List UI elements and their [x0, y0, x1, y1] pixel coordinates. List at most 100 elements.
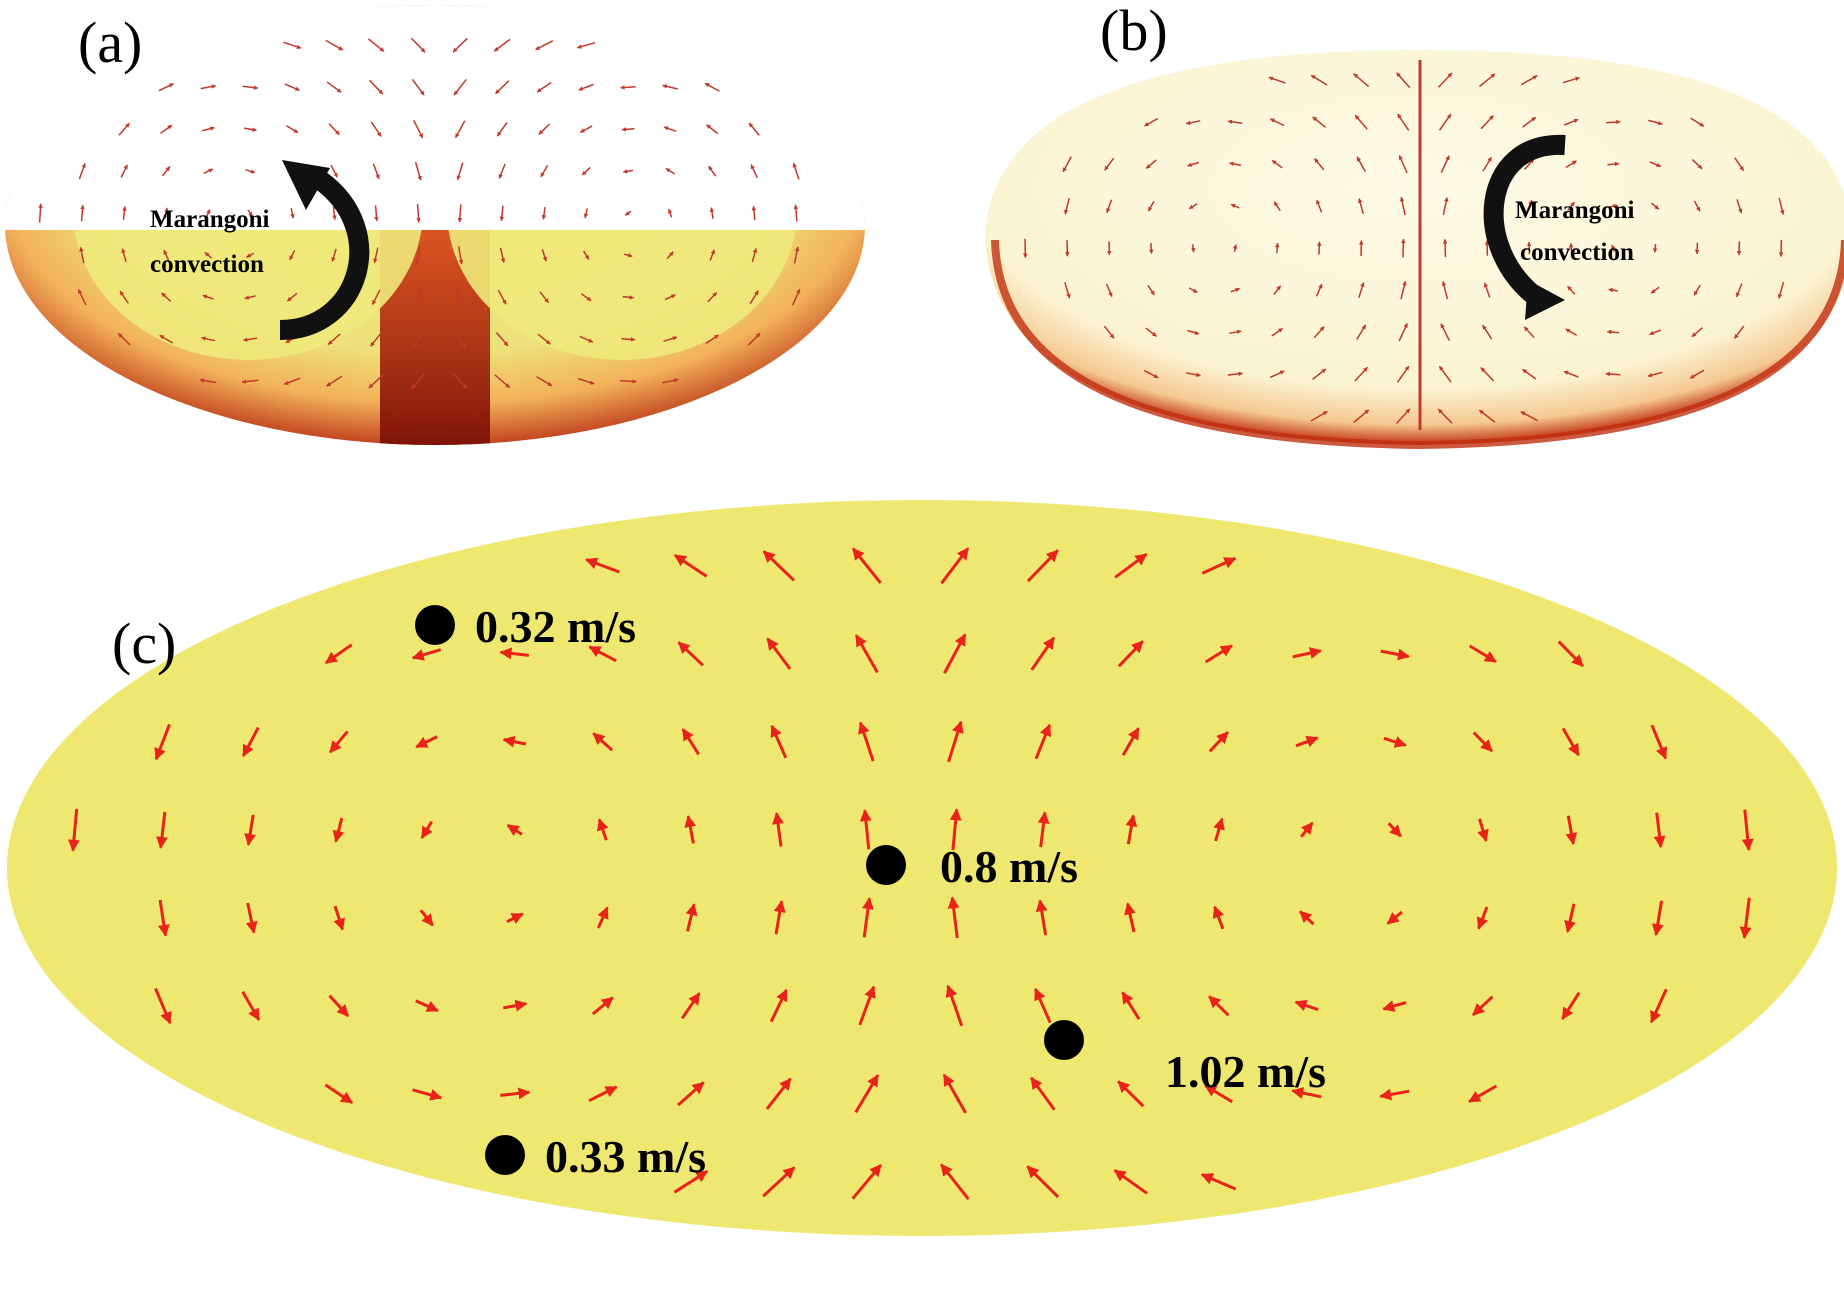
velocity-vector [1105, 283, 1113, 298]
velocity-vector [597, 818, 609, 841]
velocity-vector [286, 292, 298, 302]
velocity-vector [1736, 199, 1743, 214]
velocity-vector [1187, 329, 1200, 335]
velocity-vector [324, 643, 353, 665]
velocity-vector [1312, 368, 1327, 380]
velocity-vector [1438, 113, 1452, 131]
velocity-vector [1230, 287, 1241, 293]
velocity-vector [204, 251, 213, 259]
speed-label-center: 0.8 m/s [940, 841, 1078, 892]
velocity-vector [1777, 281, 1785, 299]
velocity-vector [1314, 158, 1325, 171]
velocity-vector [1741, 809, 1754, 852]
velocity-vector [1353, 73, 1370, 88]
velocity-vector [1124, 902, 1136, 933]
velocity-vector [1113, 1169, 1148, 1195]
velocity-vector [1230, 203, 1240, 209]
velocity-vector [245, 168, 256, 174]
velocity-vector [666, 251, 674, 260]
velocity-vector [241, 991, 261, 1021]
velocity-vector [1291, 1087, 1322, 1099]
velocity-vector [942, 1073, 967, 1114]
velocity-vector [945, 984, 964, 1027]
velocity-vector [620, 85, 636, 90]
velocity-vector [158, 83, 174, 92]
velocity-vector [1227, 371, 1243, 377]
panel-b-label: (b) [1100, 0, 1168, 63]
velocity-vector [1315, 283, 1323, 297]
velocity-vector [1295, 735, 1319, 748]
velocity-vector [791, 288, 801, 306]
velocity-vector [155, 811, 168, 849]
velocity-vector [1440, 155, 1450, 174]
panel-a: (a) Marangoni convection [5, 5, 865, 445]
velocity-vector [1650, 724, 1668, 760]
velocity-vector [1035, 899, 1048, 936]
velocity-vector [246, 252, 255, 258]
velocity-vector [373, 247, 379, 264]
velocity-vector [1520, 75, 1538, 86]
velocity-vector [1106, 199, 1113, 214]
velocity-vector [499, 247, 506, 264]
velocity-vector [499, 205, 505, 222]
velocity-vector [1358, 198, 1365, 214]
velocity-vector [1479, 73, 1496, 88]
velocity-vector [1564, 903, 1576, 933]
velocity-vector [541, 248, 548, 262]
velocity-vector [680, 992, 701, 1020]
velocity-vector [1299, 910, 1315, 926]
velocity-vector [1480, 367, 1495, 382]
velocity-vector [1356, 324, 1367, 340]
velocity-vector [494, 80, 510, 95]
velocity-vector [1358, 282, 1365, 299]
velocity-vector [1691, 159, 1703, 170]
velocity-vector [370, 331, 383, 347]
velocity-vector [1269, 370, 1285, 379]
velocity-vector [286, 125, 299, 134]
velocity-vector [851, 547, 882, 584]
velocity-vector [1522, 368, 1537, 380]
velocity-vector [1147, 200, 1155, 212]
velocity-vector [1480, 115, 1494, 130]
velocity-vector [1354, 114, 1368, 130]
velocity-vector [200, 84, 217, 90]
velocity-vector [1691, 327, 1703, 338]
velocity-vector [663, 126, 677, 133]
velocity-vector [38, 203, 43, 223]
velocity-vector [161, 292, 172, 303]
velocity-vector [576, 41, 596, 49]
velocity-vector [1117, 1080, 1145, 1108]
marker-bottom-left [485, 1135, 525, 1175]
velocity-vector [1227, 119, 1243, 124]
velocity-vector [1650, 286, 1660, 294]
velocity-vector [371, 289, 381, 306]
velocity-vector [793, 204, 799, 222]
speed-label-bottom-left: 0.33 m/s [545, 1131, 706, 1182]
velocity-vector [1397, 113, 1410, 131]
velocity-vector [412, 330, 425, 348]
velocity-vector [1693, 284, 1701, 296]
velocity-vector [1121, 991, 1141, 1020]
velocity-vector [1354, 366, 1369, 382]
velocity-vector [1396, 72, 1411, 89]
speed-label-top-left: 0.32 m/s [475, 601, 636, 652]
velocity-vector [120, 164, 128, 178]
velocity-vector [1188, 287, 1198, 294]
velocity-vector [1567, 201, 1575, 211]
velocity-vector [1739, 897, 1752, 939]
velocity-vector [751, 205, 757, 221]
velocity-vector [1147, 284, 1156, 296]
velocity-vector [1310, 74, 1328, 86]
velocity-vector [1649, 161, 1662, 168]
velocity-vector [1563, 370, 1579, 378]
velocity-vector [1396, 365, 1410, 383]
velocity-vector [1565, 815, 1578, 846]
velocity-vector [539, 291, 550, 304]
velocity-vector [1353, 409, 1370, 424]
velocity-vector [1472, 731, 1493, 753]
velocity-vector [536, 81, 552, 93]
velocity-vector [707, 165, 717, 177]
velocity-vector [1562, 76, 1580, 84]
velocity-vector [121, 248, 127, 262]
velocity-vector [1026, 549, 1059, 583]
